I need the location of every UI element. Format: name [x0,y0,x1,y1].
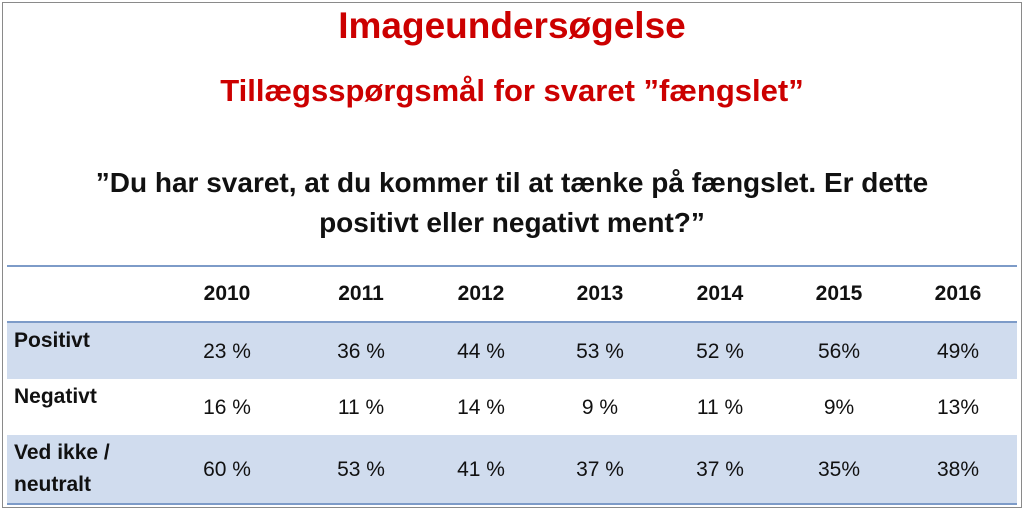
row-label-line: Negativt [14,385,97,408]
table-cell: 11 % [337,396,385,419]
table-cell: 44 % [457,340,505,363]
table-cell: 60 % [203,458,251,481]
table-cell: 9% [823,396,855,419]
column-header-2013: 2013 [576,282,624,305]
table-cell: 16 % [203,396,251,419]
table-cell: 13% [936,396,980,419]
row-label-line: Ved ikke / [14,441,110,464]
table-cell: 53 % [337,458,385,481]
header-bottom-rule [7,321,1017,323]
table-cell: 14 % [457,396,505,419]
table-cell: 37 % [696,458,744,481]
row-label-line: Positivt [14,329,90,352]
table-row-band [7,323,1017,379]
table-cell: 36 % [337,340,385,363]
table-cell: 38% [936,458,980,481]
page-title: Imageundersøgelse [338,5,686,46]
row-label: Negativt [14,381,164,413]
survey-question: ”Du har svaret, at du kommer til at tænk… [13,163,1011,243]
column-header-2010: 2010 [203,282,251,305]
row-label: Positivt [14,325,164,357]
table-cell: 9 % [581,396,619,419]
table-cell: 41 % [457,458,505,481]
column-header-2016: 2016 [934,282,982,305]
column-header-2011: 2011 [338,282,384,305]
column-header-2015: 2015 [815,282,863,305]
table-cell: 11 % [696,396,744,419]
table-cell: 23 % [203,340,251,363]
table-cell: 53 % [576,340,624,363]
table-cell: 56% [817,340,861,363]
column-header-2012: 2012 [457,282,505,305]
table-cell: 37 % [576,458,624,481]
question-line-1: ”Du har svaret, at du kommer til at tænk… [95,167,929,198]
column-header-2014: 2014 [696,282,744,305]
table-cell: 49% [936,340,980,363]
table-bottom-rule [7,503,1017,505]
page-subtitle: Tillægsspørgsmål for svaret ”fængslet” [220,73,804,108]
table-top-rule [7,265,1017,267]
question-line-2: positivt eller negativt ment?” [319,207,705,238]
row-label: Ved ikke / neutralt [14,437,164,501]
table-cell: 52 % [696,340,744,363]
table-row-band [7,435,1017,505]
row-label-line: neutralt [14,473,92,496]
table-cell: 35% [817,458,861,481]
